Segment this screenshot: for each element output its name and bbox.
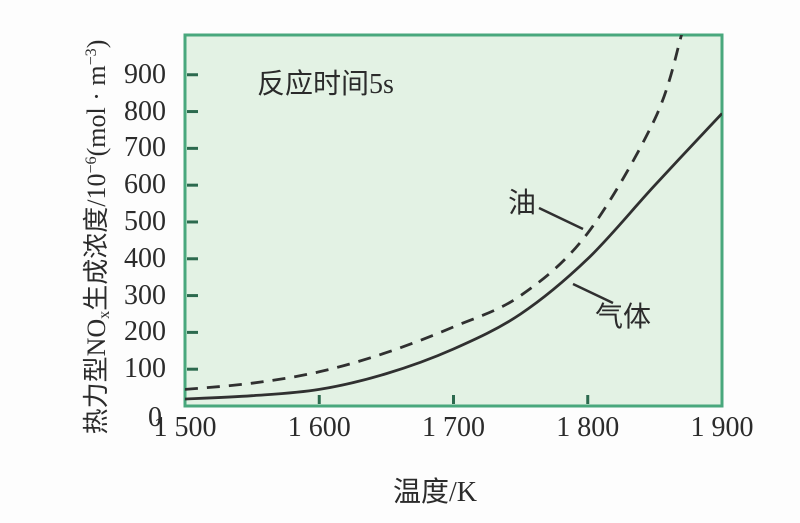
y-tick-label: 100	[124, 353, 166, 385]
x-tick-label: 1 800	[556, 412, 620, 443]
x-tick-label: 1 500	[153, 412, 217, 443]
reaction-time-annotation: 反应时间5s	[257, 69, 394, 100]
y-tick-label: 300	[124, 279, 166, 311]
plot-area-background	[183, 33, 724, 408]
y-axis-title-part: )	[81, 39, 111, 49]
gas-label-leader-line	[572, 282, 614, 305]
y-tick-label: 400	[124, 242, 166, 274]
y-tick-label: 700	[124, 132, 166, 164]
oil-curve-label: 油	[508, 188, 537, 219]
y-tick-label: 500	[124, 205, 166, 237]
y-tick-label: 600	[124, 169, 166, 201]
y-tick-label: 0	[148, 402, 162, 433]
x-tick-label: 1 900	[690, 412, 754, 443]
oil-label-leader-line	[538, 206, 584, 231]
x-axis-title: 温度/K	[392, 477, 477, 508]
gas-curve-label: 气体	[595, 302, 652, 333]
curves-layer	[185, 35, 722, 401]
y-tick-label: 800	[124, 95, 166, 127]
axis-tick-marks	[187, 73, 590, 404]
x-tick-label: 1 600	[287, 412, 351, 443]
y-tick-label: 200	[124, 316, 166, 348]
oil-curve	[185, 35, 683, 391]
y-tick-label: 900	[124, 58, 166, 90]
gas-curve	[185, 112, 722, 401]
x-tick-label: 1 700	[422, 412, 485, 443]
